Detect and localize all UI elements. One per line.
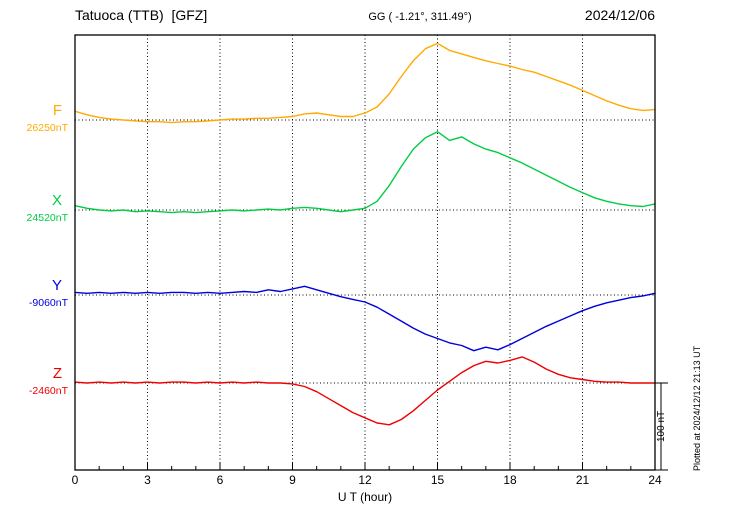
series-line-X (74, 130, 656, 214)
x-tick-label-15: 15 (430, 473, 445, 487)
component-letter-Y: Y (51, 277, 62, 294)
component-baseline-value-Y: -9060nT (28, 297, 68, 309)
x-tick-label-21: 21 (575, 473, 590, 487)
plotted-at-note: Plotted at 2024/12/12 21:13 UT (692, 345, 702, 471)
series-line-Z (74, 356, 656, 426)
geographic-coordinates: GG ( -1.21°, 311.49°) (368, 11, 472, 23)
component-letter-X: X (51, 192, 62, 209)
series-line-Y (74, 285, 656, 352)
series-line-F (74, 42, 656, 124)
component-letter-Z: Z (52, 365, 62, 382)
component-letter-F: F (52, 102, 62, 119)
x-tick-label-12: 12 (358, 473, 372, 487)
component-baseline-value-F: 26250nT (26, 122, 68, 134)
x-tick-label-9: 9 (289, 473, 296, 487)
x-tick-label-6: 6 (216, 473, 224, 487)
component-baseline-value-X: 24520nT (26, 212, 68, 224)
plot-frame (74, 34, 656, 471)
x-tick-label-24: 24 (648, 473, 662, 487)
x-tick-label-3: 3 (144, 473, 151, 487)
scale-bar-label: 100 nT (656, 410, 667, 442)
x-axis-label: U T (hour) (337, 490, 393, 504)
x-tick-label-0: 0 (71, 473, 79, 487)
component-baseline-value-Z: -2460nT (28, 385, 68, 397)
x-tick-label-18: 18 (503, 473, 517, 487)
station-title: Tatuoca (TTB) [GFZ] (75, 7, 208, 23)
plot-date: 2024/12/06 (584, 7, 655, 23)
